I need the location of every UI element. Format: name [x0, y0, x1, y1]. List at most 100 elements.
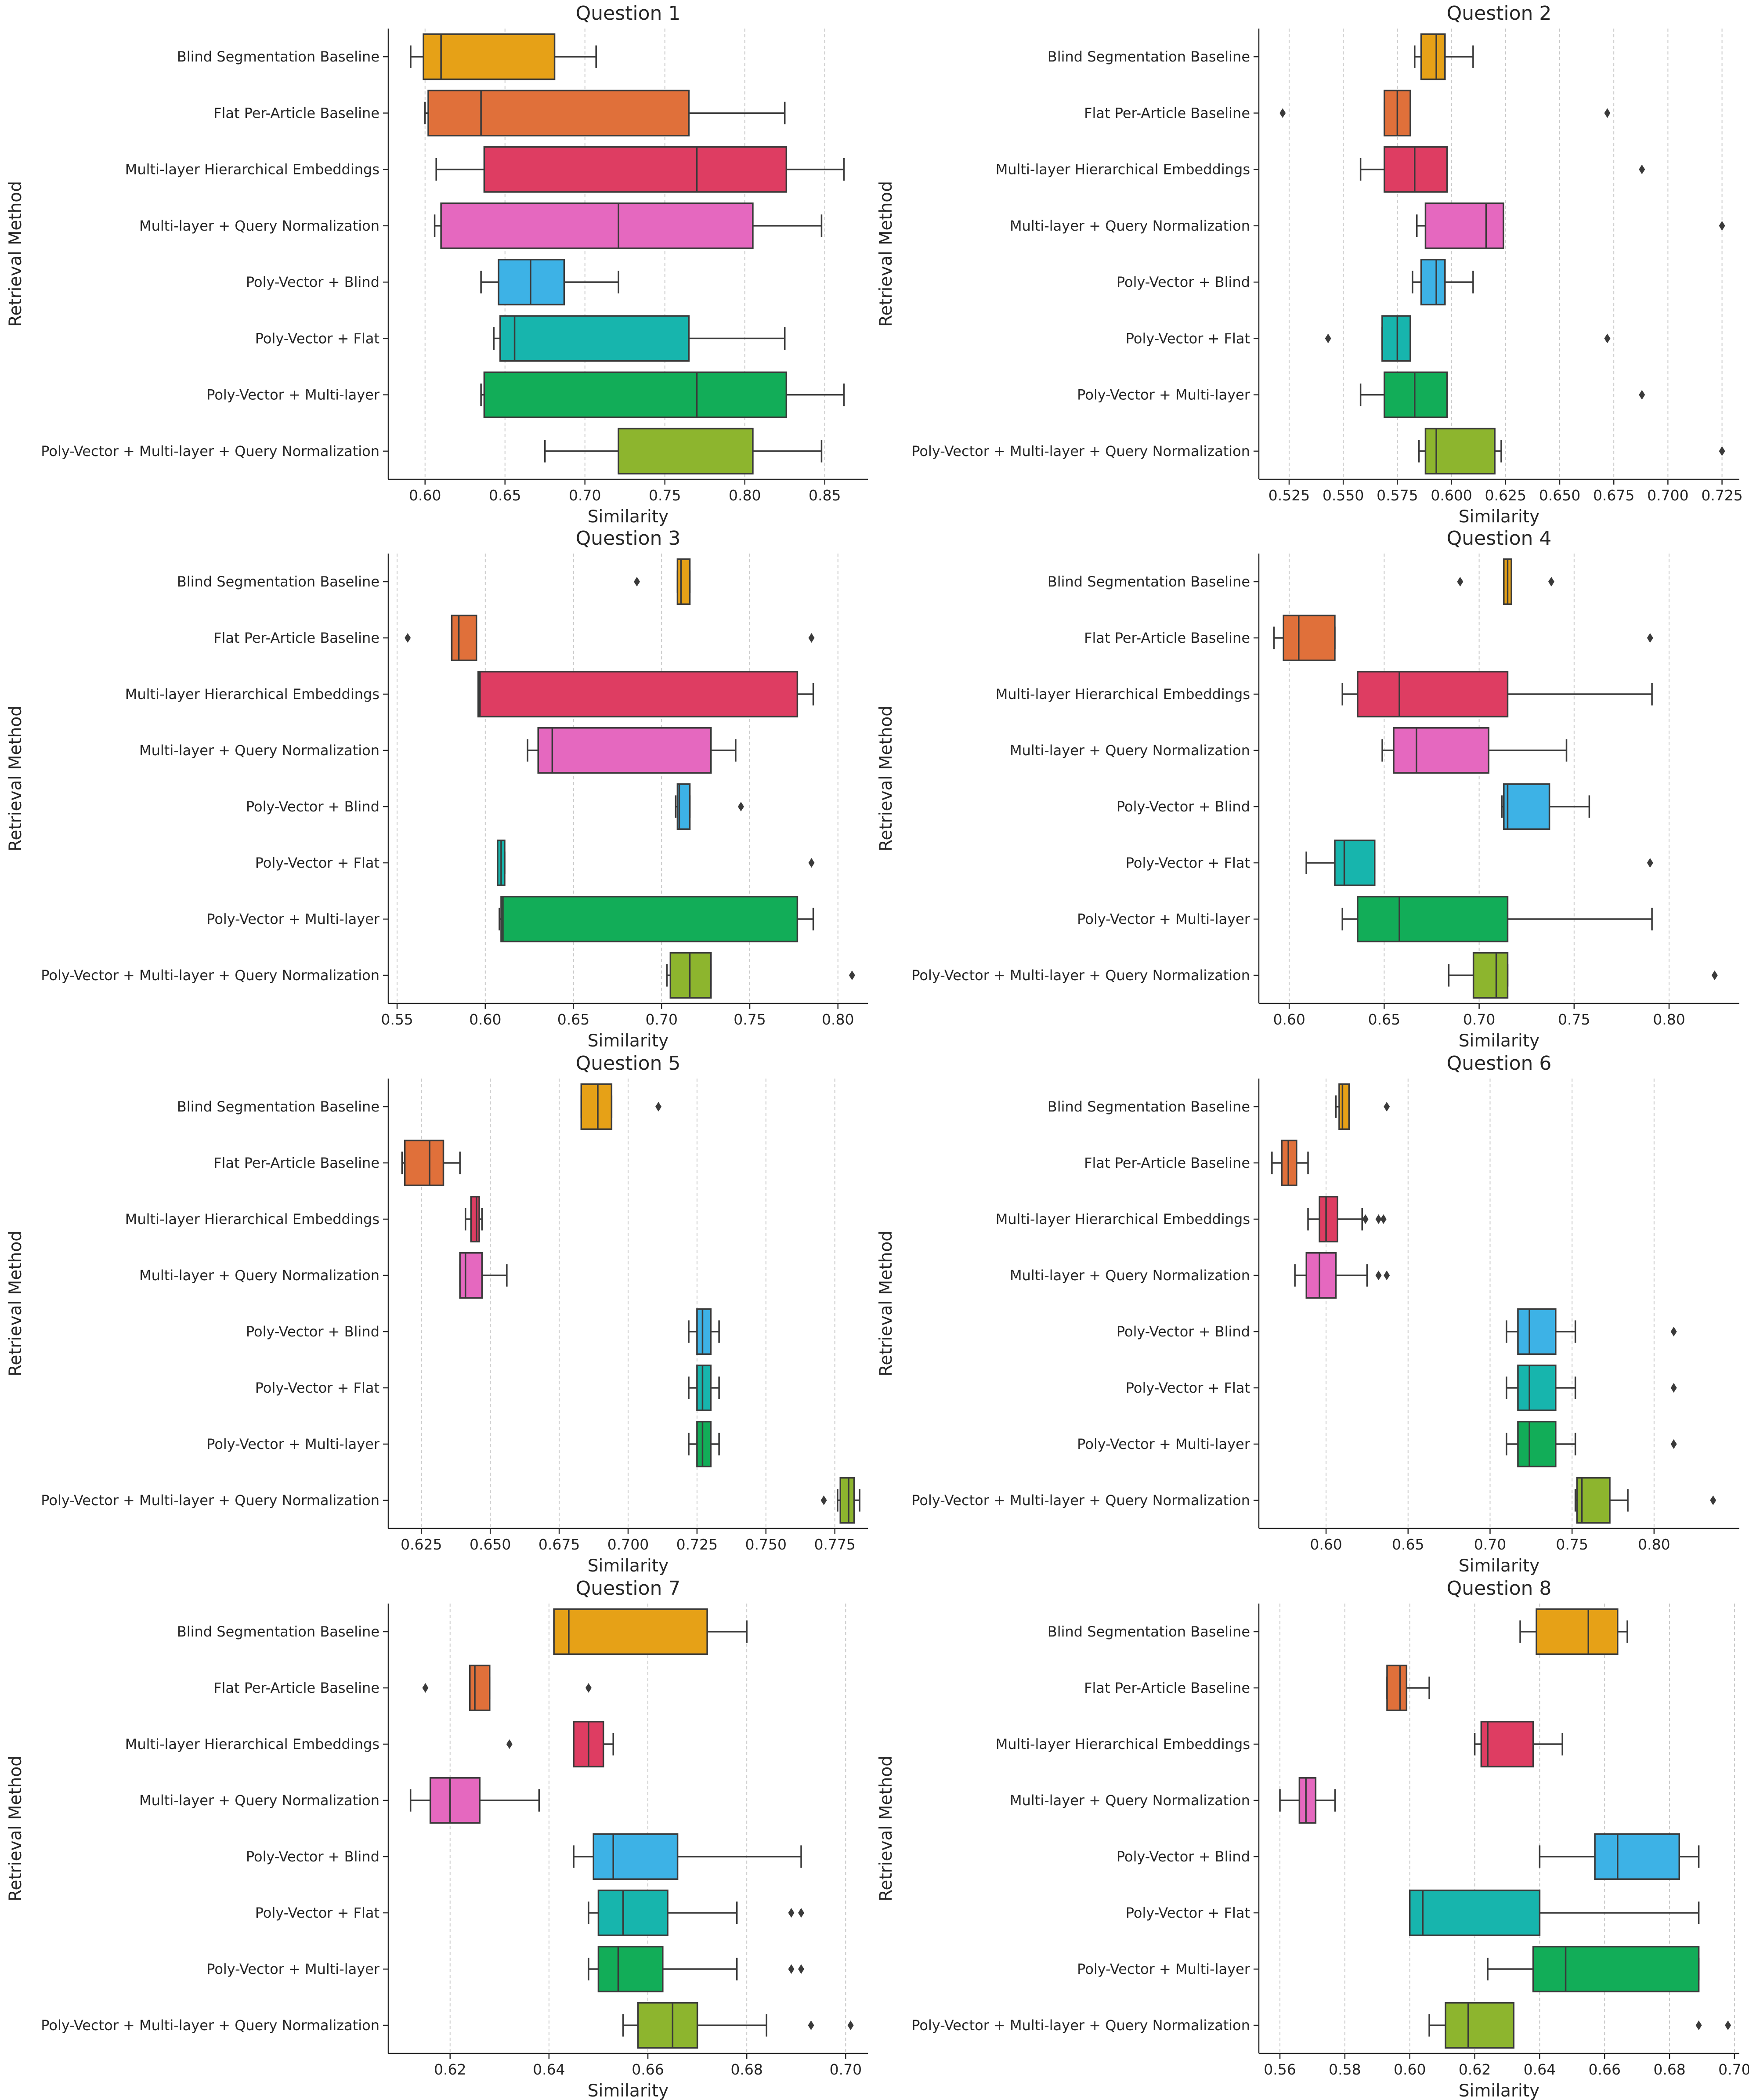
flier-0 — [1670, 1327, 1677, 1336]
y-tick-label: Poly-Vector + Multi-layer — [206, 1436, 380, 1452]
flier-0 — [1710, 1495, 1716, 1505]
flier-1 — [1604, 333, 1611, 344]
subplot-4: Blind Segmentation Baseline Flat Per-Arti… — [876, 527, 1739, 1051]
x-tick-label: 0.65 — [557, 1011, 589, 1028]
flier-0 — [1639, 164, 1645, 174]
box-body — [1319, 1196, 1338, 1242]
x-tick-label: 0.60 — [469, 1011, 501, 1028]
flier-0 — [1647, 633, 1653, 643]
box-body — [1517, 1308, 1557, 1355]
box-1 — [410, 33, 597, 80]
y-tick-label: Blind Segmentation Baseline — [1048, 573, 1250, 590]
flier-0 — [1719, 446, 1725, 456]
x-tick-label: 0.750 — [745, 1536, 787, 1553]
box-4 — [409, 1777, 540, 1824]
x-tick-label: 0.775 — [814, 1536, 855, 1553]
x-tick-label: 0.64 — [1524, 2061, 1556, 2078]
x-tick-label: 0.725 — [1701, 487, 1742, 504]
box-body — [597, 1890, 669, 1936]
flier-0 — [849, 970, 855, 980]
x-tick-label: 0.675 — [1593, 487, 1634, 504]
box-body — [1517, 1421, 1557, 1467]
box-body — [469, 1665, 491, 1711]
box-4 — [527, 727, 737, 774]
subplot-8: Blind Segmentation Baseline Flat Per-Arti… — [876, 1577, 1749, 2100]
y-tick-label: Poly-Vector + Multi-layer — [1077, 1436, 1250, 1452]
y-tick-label: Multi-layer Hierarchical Embeddings — [996, 686, 1250, 702]
y-axis-label: Retrieval Method — [6, 1231, 25, 1376]
box-body — [1305, 1252, 1337, 1299]
y-tick-label: Blind Segmentation Baseline — [177, 48, 379, 65]
y-tick-label: Poly-Vector + Multi-layer + Query Normal… — [41, 1492, 379, 1509]
box-body — [451, 615, 477, 661]
flier-0 — [808, 2020, 814, 2030]
x-tick-label: 0.66 — [1588, 2061, 1620, 2078]
box-body — [1334, 840, 1376, 886]
y-axis-label: Retrieval Method — [6, 1756, 25, 1901]
box-4 — [459, 1252, 508, 1299]
box-body — [593, 1833, 679, 1880]
y-tick-label: Poly-Vector + Multi-layer — [1077, 1961, 1250, 1977]
flier-2 — [1380, 1214, 1387, 1224]
x-tick-label: 0.75 — [1558, 1011, 1590, 1028]
box-3 — [464, 1196, 483, 1242]
y-axis-label: Retrieval Method — [876, 706, 896, 851]
y-tick-label: Multi-layer + Query Normalization — [139, 1267, 379, 1284]
box-7 — [480, 371, 845, 418]
box-8 — [1448, 952, 1718, 999]
box-3 — [1359, 146, 1645, 193]
box-body — [1480, 1721, 1534, 1767]
y-tick-label: Multi-layer Hierarchical Embeddings — [125, 1736, 379, 1752]
flier-1 — [847, 2020, 854, 2030]
x-axis-label: Similarity — [1459, 1031, 1539, 1051]
box-8 — [622, 2002, 854, 2049]
x-tick-label: 0.575 — [1377, 487, 1418, 504]
flier-0 — [788, 1964, 795, 1974]
box-4 — [1279, 1777, 1336, 1824]
y-tick-label: Poly-Vector + Blind — [1117, 798, 1250, 815]
x-tick-label: 0.60 — [409, 487, 441, 504]
flier-0 — [1647, 858, 1653, 868]
flier-0 — [1711, 970, 1718, 980]
box-body — [839, 1477, 855, 1524]
box-body — [459, 1252, 483, 1299]
box-body — [1298, 1777, 1317, 1824]
flier-1 — [1725, 2020, 1731, 2030]
y-tick-label: Poly-Vector + Flat — [1126, 854, 1250, 871]
x-tick-label: 0.62 — [434, 2061, 466, 2078]
y-tick-label: Multi-layer Hierarchical Embeddings — [125, 1211, 379, 1227]
box-6 — [1409, 1890, 1700, 1936]
flier-1 — [798, 1964, 805, 1974]
y-tick-label: Multi-layer + Query Normalization — [1010, 1267, 1250, 1284]
subplot-5: Blind Segmentation Baseline Flat Per-Arti… — [6, 1052, 868, 1576]
box-body — [500, 896, 799, 942]
x-tick-label: 0.68 — [730, 2061, 762, 2078]
box-7 — [1487, 1946, 1700, 1992]
flier-0 — [1279, 108, 1286, 118]
box-3 — [477, 671, 814, 717]
box-2 — [424, 90, 786, 137]
y-tick-label: Poly-Vector + Blind — [246, 798, 379, 815]
x-tick-label: 0.80 — [822, 1011, 854, 1028]
box-body — [1472, 952, 1509, 999]
x-tick-label: 0.70 — [1463, 1011, 1495, 1028]
flier-1 — [798, 1908, 805, 1918]
box-5 — [688, 1308, 720, 1355]
x-tick-label: 0.85 — [809, 487, 841, 504]
y-tick-label: Poly-Vector + Blind — [1117, 1323, 1250, 1340]
box-body — [1384, 371, 1448, 418]
box-body — [1532, 1946, 1700, 1992]
x-tick-label: 0.650 — [470, 1536, 511, 1553]
box-body — [498, 259, 565, 306]
y-tick-label: Poly-Vector + Flat — [1126, 1904, 1250, 1921]
box-body — [1420, 259, 1446, 306]
box-2 — [422, 1665, 592, 1711]
x-tick-label: 0.70 — [830, 2061, 862, 2078]
y-tick-label: Blind Segmentation Baseline — [1048, 1098, 1250, 1115]
box-1 — [1335, 1083, 1390, 1130]
y-tick-label: Poly-Vector + Multi-layer — [206, 1961, 380, 1977]
flier-0 — [405, 633, 411, 643]
box-5 — [1501, 783, 1590, 830]
box-body — [1281, 1140, 1297, 1186]
